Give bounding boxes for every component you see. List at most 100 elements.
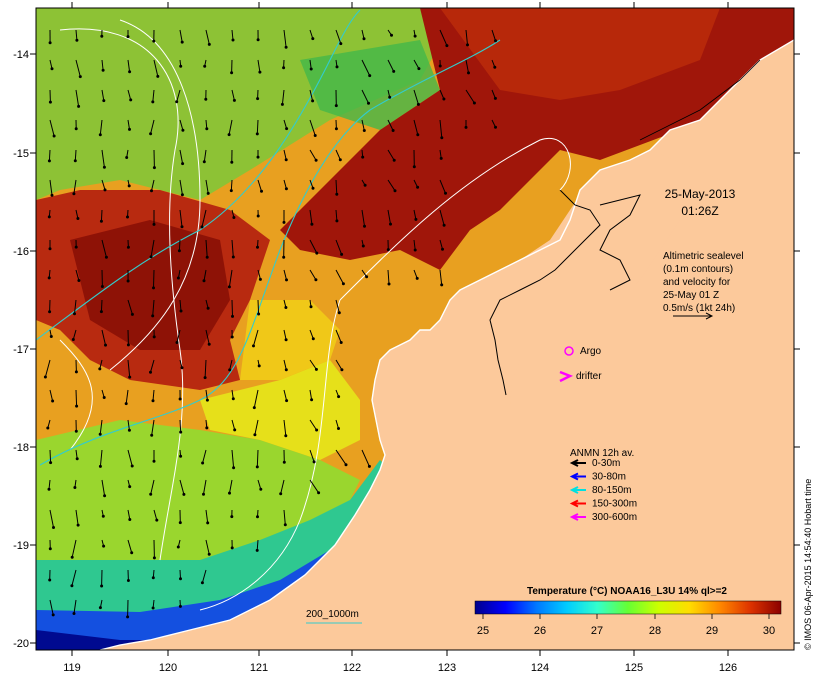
velocity-arrow (153, 509, 158, 521)
velocity-arrow-head (104, 255, 108, 259)
velocity-arrow (439, 209, 445, 226)
velocity-arrow-head (128, 518, 132, 521)
velocity-arrow (101, 59, 104, 71)
image-time: 01:26Z (681, 204, 718, 218)
velocity-arrow-head (445, 44, 449, 48)
velocity-arrow-head (228, 491, 231, 495)
velocity-arrow-head (175, 100, 179, 104)
velocity-arrow-head (98, 367, 102, 371)
velocity-arrow (309, 89, 314, 102)
velocity-arrow-head (387, 282, 391, 286)
velocity-arrow-head (204, 97, 208, 101)
velocity-arrow-head (124, 402, 128, 406)
velocity-arrow (491, 29, 496, 41)
velocity-arrow-head (98, 464, 102, 468)
velocity-arrow (49, 449, 52, 463)
velocity-arrow (257, 179, 262, 192)
velocity-arrow (127, 419, 130, 431)
velocity-arrow-head (493, 65, 497, 69)
velocity-arrow-head (207, 552, 211, 556)
velocity-arrow-head (179, 64, 183, 68)
velocity-arrow-head (280, 102, 284, 106)
velocity-arrow-head (338, 158, 342, 162)
velocity-arrow (49, 509, 54, 528)
velocity-arrow-head (99, 219, 103, 223)
velocity-arrow-head (335, 192, 339, 196)
velocity-arrow-head (252, 344, 255, 348)
velocity-arrow (254, 419, 259, 435)
velocity-arrow (387, 119, 394, 131)
lat-tick-label: -20 (13, 638, 29, 650)
velocity-arrow-head (180, 40, 184, 44)
velocity-arrow-head (127, 184, 131, 188)
velocity-arrow-head (182, 492, 186, 496)
velocity-arrow (335, 29, 342, 44)
velocity-arrow (179, 119, 184, 131)
velocity-arrow-head (441, 247, 444, 251)
velocity-arrow-head (152, 335, 156, 339)
velocity-arrow (179, 29, 183, 43)
velocity-arrow-head (151, 314, 155, 318)
velocity-arrow (71, 539, 77, 558)
velocity-arrow-head (312, 460, 316, 464)
velocity-arrow-head (203, 64, 207, 68)
plot-frame (35, 7, 795, 651)
velocity-arrow (387, 209, 391, 225)
velocity-arrow-head (128, 127, 131, 131)
velocity-arrow-head (180, 225, 184, 229)
colorbar (474, 600, 782, 615)
velocity-arrow-head (231, 397, 235, 401)
velocity-arrow-head (180, 366, 184, 370)
velocity-arrow (439, 119, 443, 138)
velocity-arrow-head (177, 249, 181, 253)
velocity-arrow-head (335, 219, 339, 223)
velocity-arrow-head (70, 584, 74, 588)
velocity-arrow (75, 389, 78, 407)
velocity-arrow-head (74, 429, 78, 433)
velocity-arrow-head (205, 426, 209, 430)
coastline-detail (489, 189, 601, 396)
velocity-arrow (75, 89, 80, 107)
velocity-arrow-head (282, 255, 286, 259)
velocity-arrow (361, 59, 371, 76)
velocity-arrow (309, 209, 313, 225)
argo-marker (564, 346, 574, 356)
velocity-arrow-head (152, 39, 156, 43)
velocity-arrow (101, 89, 105, 101)
lon-tick-label: 125 (625, 662, 643, 674)
velocity-arrow-head (74, 370, 78, 374)
velocity-arrow-head (388, 95, 392, 99)
lon-tick-label: 120 (159, 662, 177, 674)
velocity-arrow (309, 59, 312, 70)
velocity-arrow-head (179, 309, 183, 313)
velocity-arrow (309, 29, 314, 39)
velocity-arrow-head (258, 277, 262, 281)
velocity-arrow-head (339, 42, 343, 46)
velocity-arrow (179, 209, 183, 227)
velocity-arrow (335, 209, 338, 221)
velocity-arrow-head (361, 155, 365, 159)
velocity-arrow-head (102, 99, 106, 103)
velocity-arrow-head (444, 191, 447, 195)
velocity-arrow (280, 479, 285, 494)
velocity-arrow-head (284, 158, 288, 162)
velocity-arrow (127, 119, 130, 130)
velocity-arrow (231, 299, 233, 317)
velocity-arrow-head (284, 187, 288, 191)
colorbar-tick-label: 27 (591, 625, 603, 637)
velocity-arrow-head (179, 577, 182, 581)
velocity-arrow (256, 539, 259, 551)
velocity-arrow-head (230, 160, 234, 164)
velocity-arrow (99, 359, 103, 370)
velocity-arrow (309, 239, 318, 254)
velocity-arrow (439, 179, 446, 194)
velocity-arrow-head (310, 398, 314, 402)
velocity-arrow-head (101, 514, 105, 518)
lat-tick-label: -17 (13, 344, 29, 356)
velocity-arrow-head (311, 337, 315, 341)
velocity-arrow (49, 389, 54, 402)
velocity-arrow-head (181, 128, 185, 132)
velocity-arrow-head (229, 189, 233, 193)
velocity-arrow (309, 419, 318, 431)
velocity-arrow (71, 569, 77, 586)
